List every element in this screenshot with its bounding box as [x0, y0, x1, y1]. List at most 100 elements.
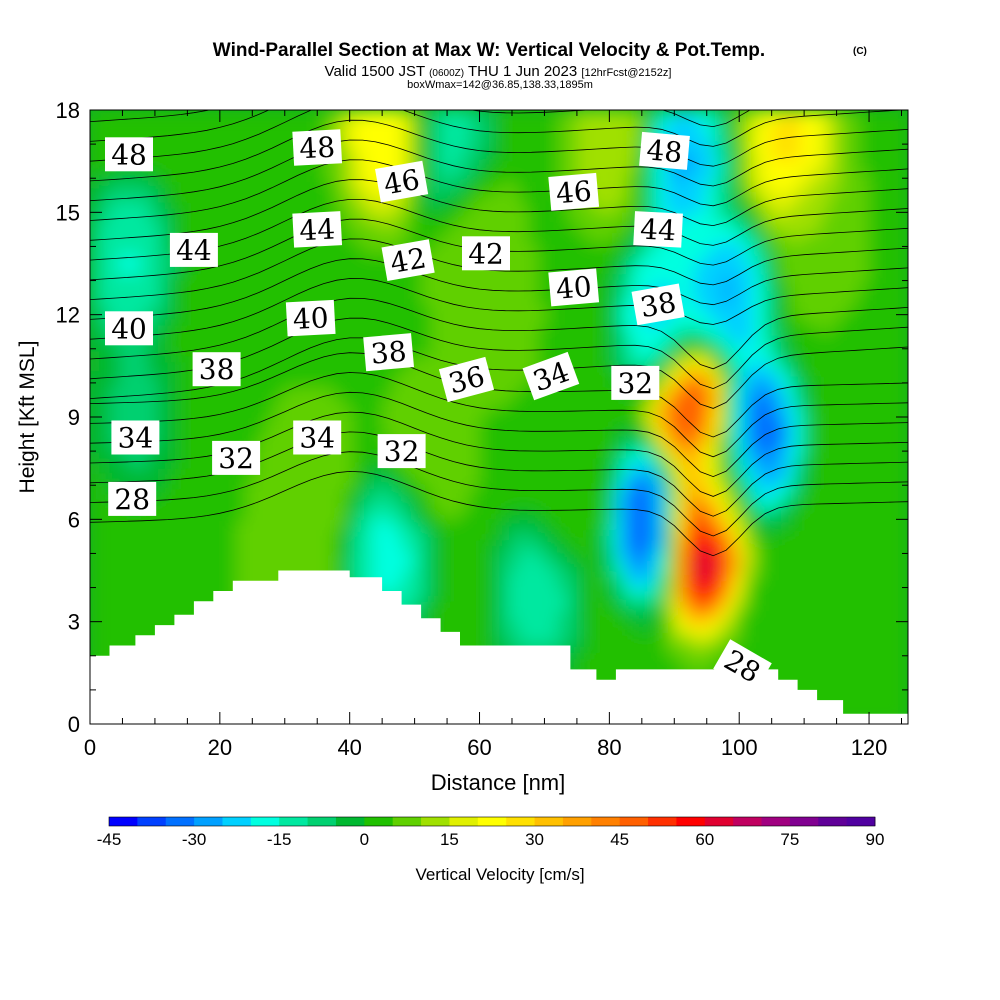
field-cell [878, 662, 890, 674]
field-cell [90, 140, 101, 152]
field-cell [99, 488, 111, 500]
field-cell [800, 120, 812, 132]
field-cell [654, 560, 666, 572]
field-cell [664, 191, 675, 203]
field-cell [830, 314, 841, 326]
field-cell [382, 478, 393, 490]
field-cell [820, 120, 831, 132]
field-cell [148, 273, 159, 285]
field-cell [382, 580, 393, 592]
field-cell [528, 570, 539, 582]
field-cell [752, 222, 763, 234]
field-cell [236, 191, 247, 203]
field-cell [167, 478, 179, 490]
field-cell [810, 427, 821, 439]
field-cell [119, 110, 130, 121]
field-cell [401, 580, 412, 592]
field-cell [138, 283, 150, 295]
field-cell [849, 560, 860, 572]
field-cell [547, 427, 559, 439]
field-cell [362, 263, 374, 275]
field-cell [372, 417, 383, 428]
field-cell [99, 294, 111, 306]
field-cell [567, 539, 578, 551]
field-cell [158, 601, 169, 613]
field-cell [90, 181, 101, 193]
field-cell [567, 335, 578, 346]
field-cell [499, 468, 510, 479]
field-cell [830, 110, 841, 121]
field-cell [138, 457, 150, 469]
field-cell [294, 468, 305, 479]
field-cell [469, 437, 481, 449]
field-cell [343, 283, 354, 295]
field-cell [294, 161, 305, 172]
field-cell [635, 120, 646, 132]
field-cell [148, 406, 159, 418]
field-cell [820, 345, 831, 357]
field-cell [576, 150, 588, 162]
field-cell [177, 427, 188, 439]
field-cell [800, 243, 812, 254]
field-cell [508, 140, 520, 152]
field-cell [275, 263, 286, 275]
field-cell [693, 621, 705, 633]
field-cell [216, 519, 227, 531]
field-cell [440, 263, 451, 275]
field-cell [508, 120, 520, 132]
field-cell [499, 283, 510, 295]
field-cell [90, 631, 101, 643]
field-cell [440, 447, 451, 459]
field-cell [869, 212, 880, 224]
field-cell [625, 243, 636, 254]
field-cell [635, 345, 646, 357]
field-cell [625, 488, 636, 500]
field-cell [791, 652, 802, 664]
field-cell [304, 110, 315, 121]
field-cell [518, 212, 529, 224]
field-cell [654, 662, 666, 674]
field-cell [450, 273, 461, 285]
field-cell [206, 335, 218, 346]
field-cell [849, 304, 860, 316]
field-cell [343, 386, 354, 398]
field-cell [761, 550, 773, 561]
field-cell [791, 386, 802, 398]
field-cell [508, 478, 520, 490]
field-cell [508, 202, 520, 213]
field-cell [460, 212, 471, 224]
field-cell [713, 294, 724, 306]
field-cell [606, 611, 617, 623]
field-cell [226, 202, 237, 213]
field-cell [99, 590, 111, 602]
field-cell [586, 509, 597, 520]
field-cell [869, 703, 880, 715]
field-cell [489, 498, 500, 510]
field-cell [109, 376, 120, 387]
field-cell [557, 314, 568, 326]
field-cell [722, 447, 734, 459]
field-cell [469, 222, 481, 234]
field-cell [654, 570, 666, 582]
field-cell [732, 232, 744, 244]
field-cell [586, 376, 597, 387]
field-cell [343, 191, 354, 203]
field-cell [343, 232, 354, 244]
field-cell [761, 335, 773, 346]
field-cell [791, 488, 802, 500]
field-cell [849, 672, 860, 684]
field-cell [576, 417, 588, 428]
field-cell [859, 703, 870, 715]
field-cell [460, 150, 471, 162]
field-cell [888, 283, 899, 295]
field-cell [615, 590, 627, 602]
field-cell [781, 304, 792, 316]
field-cell [791, 171, 802, 183]
field-cell [732, 130, 744, 142]
field-cell [664, 560, 675, 572]
field-cell [333, 509, 344, 520]
field-cell [265, 417, 276, 428]
field-cell [800, 580, 812, 592]
field-cell [557, 232, 568, 244]
field-cell [820, 273, 831, 285]
